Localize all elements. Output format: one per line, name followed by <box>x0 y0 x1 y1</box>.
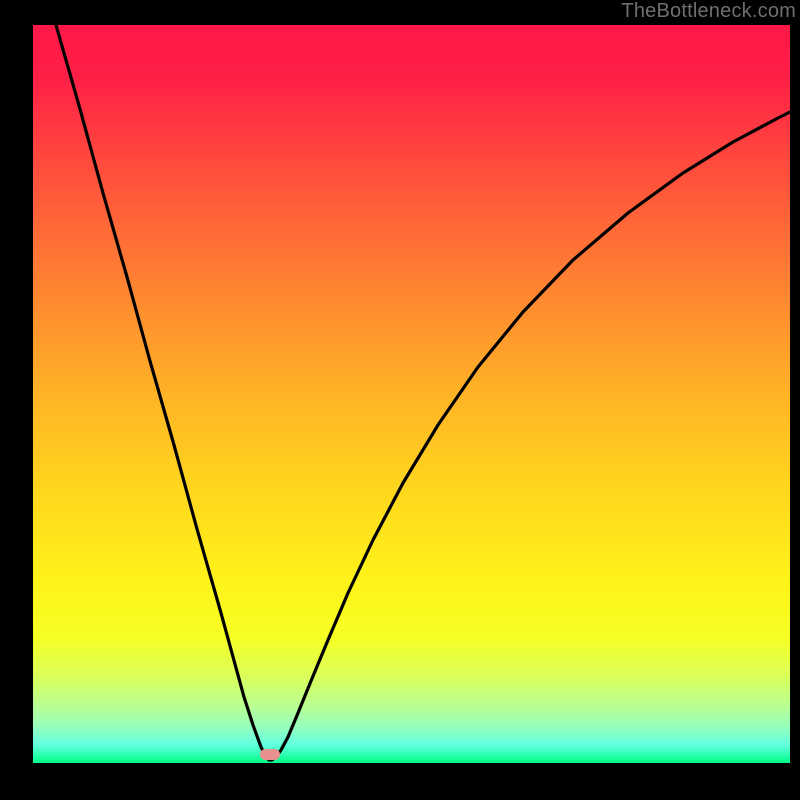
bottleneck-curve <box>33 25 790 763</box>
optimum-marker <box>260 749 280 760</box>
watermark-text: TheBottleneck.com <box>621 0 796 23</box>
chart-frame: TheBottleneck.com <box>0 0 800 800</box>
plot-area <box>33 25 790 763</box>
